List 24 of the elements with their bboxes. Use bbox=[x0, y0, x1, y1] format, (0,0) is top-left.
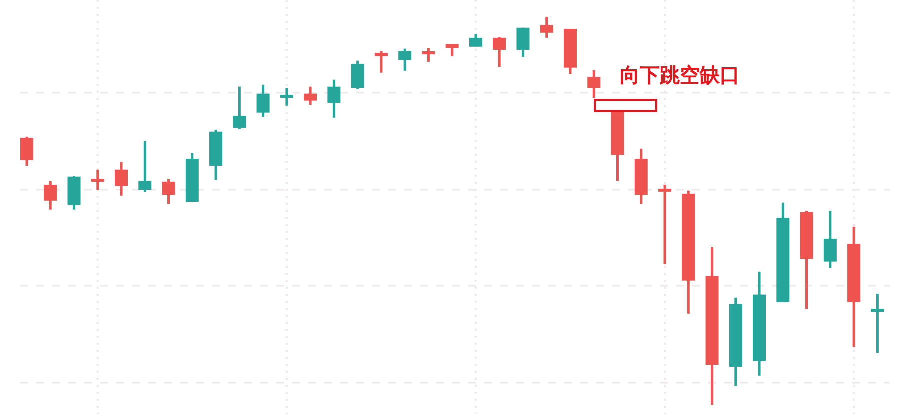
candlestick bbox=[374, 50, 388, 74]
candlestick bbox=[422, 46, 436, 64]
candlestick bbox=[658, 184, 672, 266]
candlestick bbox=[233, 86, 246, 130]
candlestick bbox=[540, 16, 554, 40]
candlestick bbox=[446, 42, 459, 58]
candlestick bbox=[304, 86, 318, 106]
candlestick bbox=[115, 160, 128, 198]
candlestick bbox=[44, 180, 58, 212]
candlestick bbox=[20, 136, 34, 168]
candlestick bbox=[398, 48, 412, 72]
candlestick bbox=[280, 86, 294, 108]
candlestick bbox=[824, 210, 837, 270]
candlestick bbox=[162, 178, 176, 206]
candlestick bbox=[256, 84, 270, 118]
candlestick bbox=[469, 32, 482, 48]
candlestick bbox=[138, 140, 152, 194]
candlestick bbox=[516, 26, 530, 58]
candlestick bbox=[588, 68, 601, 100]
candlestick bbox=[871, 292, 884, 354]
candlestick bbox=[493, 36, 506, 68]
candlestick bbox=[328, 78, 341, 120]
annotation: 向下跳空缺口 bbox=[620, 63, 740, 88]
candlestick bbox=[91, 168, 104, 192]
